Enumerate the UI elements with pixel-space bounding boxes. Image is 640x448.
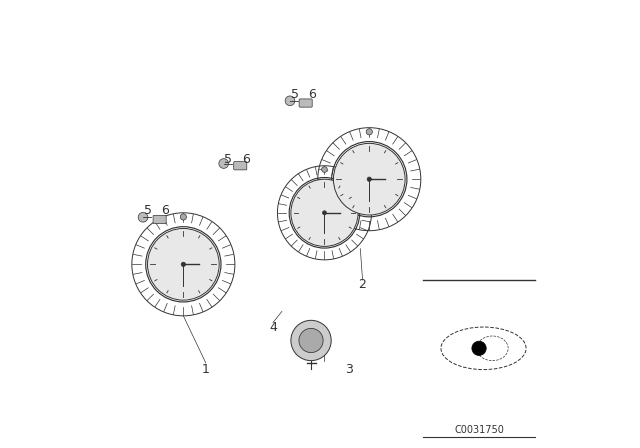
Text: 5: 5: [291, 87, 300, 101]
Circle shape: [285, 96, 295, 106]
FancyBboxPatch shape: [234, 162, 247, 170]
Circle shape: [291, 179, 358, 246]
Circle shape: [299, 328, 323, 353]
Circle shape: [366, 129, 372, 135]
Circle shape: [219, 159, 228, 168]
Text: 1: 1: [202, 363, 210, 376]
Text: 2: 2: [358, 278, 367, 291]
Text: 5: 5: [143, 204, 152, 217]
Text: 6: 6: [242, 152, 250, 166]
Circle shape: [322, 167, 327, 172]
FancyBboxPatch shape: [299, 99, 312, 107]
Text: 4: 4: [269, 320, 277, 334]
Text: 5: 5: [224, 152, 232, 166]
Text: 6: 6: [161, 204, 170, 217]
Circle shape: [323, 211, 326, 215]
Circle shape: [367, 177, 371, 181]
Text: 6: 6: [308, 87, 316, 101]
Circle shape: [138, 212, 148, 222]
Circle shape: [148, 228, 220, 300]
Circle shape: [181, 262, 186, 267]
Circle shape: [180, 214, 186, 220]
Text: C0031750: C0031750: [454, 425, 504, 435]
Text: 3: 3: [345, 363, 353, 376]
Circle shape: [291, 320, 332, 361]
Circle shape: [333, 143, 405, 215]
FancyBboxPatch shape: [153, 215, 166, 224]
Circle shape: [472, 341, 486, 356]
